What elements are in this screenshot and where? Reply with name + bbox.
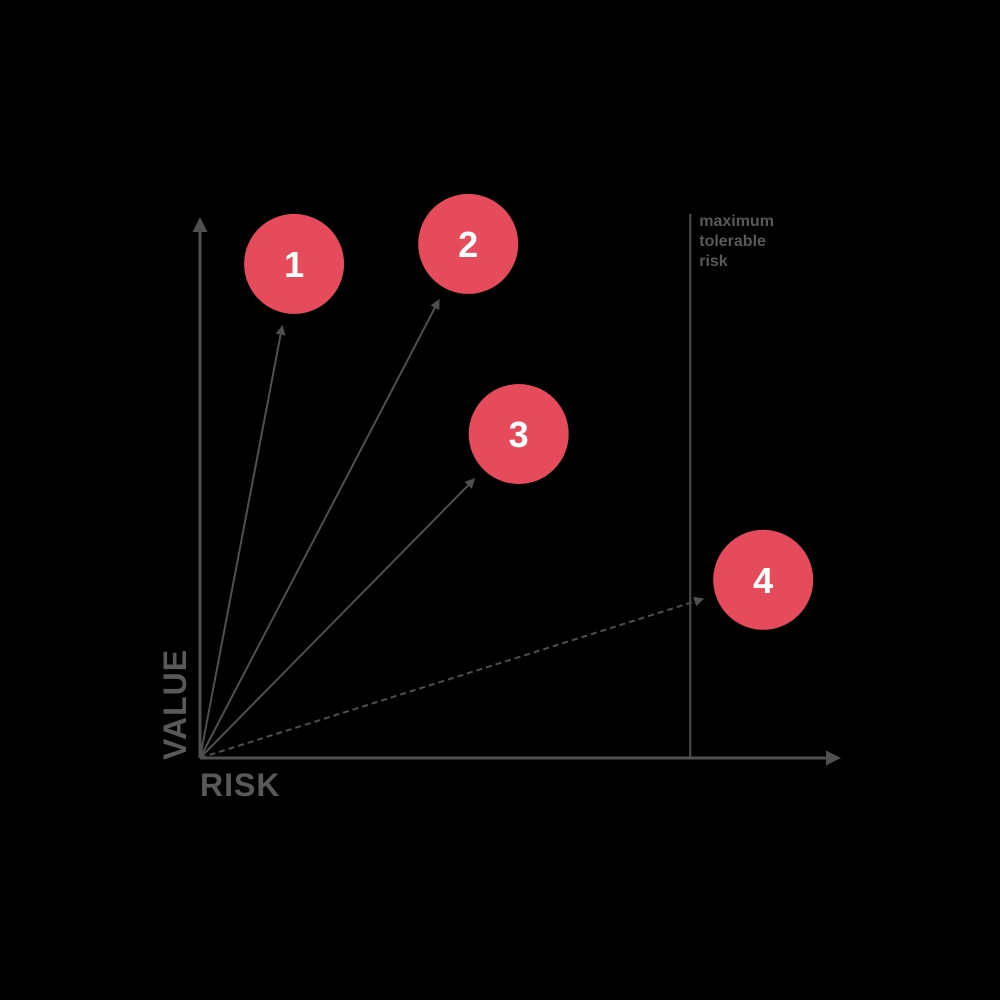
y-axis-label: VALUE: [157, 649, 193, 760]
data-point-circle: [713, 529, 814, 630]
data-point-circle: [418, 193, 519, 294]
arrow-to-point-1: [199, 324, 286, 759]
data-point-3: 3: [468, 384, 569, 484]
data-point-1: 1: [244, 213, 345, 314]
arrow-to-point-2: [199, 298, 440, 759]
data-point-label: 1: [284, 244, 304, 285]
x-axis-label: RISK: [200, 767, 280, 803]
arrow-to-point-4: [199, 596, 705, 759]
data-point-2: 2: [418, 193, 519, 294]
data-point-label: 3: [509, 414, 529, 455]
arrow-to-point-3: [199, 478, 476, 759]
data-point-4: 4: [713, 529, 814, 630]
data-point-circle: [244, 213, 345, 314]
data-point-circle: [468, 384, 569, 484]
arrows-group: [199, 298, 705, 759]
max-tolerable-risk-label: maximum tolerable risk: [699, 213, 774, 270]
points-group: 1 2 3 4: [244, 193, 814, 630]
data-point-label: 4: [753, 560, 773, 601]
data-point-label: 2: [458, 224, 478, 265]
